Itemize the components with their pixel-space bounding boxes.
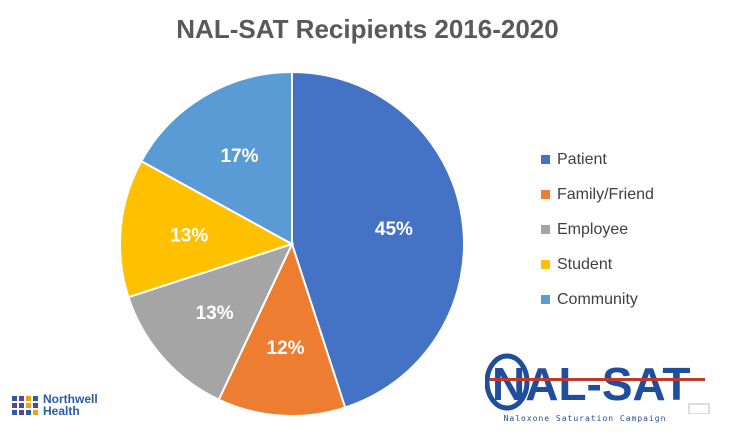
slice-label-patient: 45% [375,219,413,240]
legend-swatch [541,155,550,164]
northwell-logo-line1: Northwell [43,392,98,406]
legend-label: Student [557,255,613,273]
northwell-health-logo: Northwell Health [12,393,98,417]
pie-slice-patient [291,70,466,409]
slice-label-employee: 13% [196,303,234,324]
pie-slice-employee [127,242,294,401]
northwell-grid-icon [12,395,38,415]
legend-swatch [541,295,550,304]
slice-label-community: 17% [220,146,258,167]
legend-item-patient: Patient [541,142,654,177]
nal-sat-logo: NAL-SAT Naloxone Saturation Campaign [484,352,717,430]
legend-label: Patient [557,150,607,168]
legend-item-employee: Employee [541,212,654,247]
legend: Patient Family/Friend Employee Student Commu… [541,142,654,317]
svg-text:NAL-SAT: NAL-SAT [492,358,690,410]
legend-item-community: Community [541,282,654,317]
legend-swatch [541,225,550,234]
legend-label: Employee [557,220,629,238]
legend-label: Family/Friend [557,185,654,203]
legend-label: Community [557,290,638,308]
legend-swatch [541,190,550,199]
pie-slice-community [139,70,293,246]
legend-item-family-friend: Family/Friend [541,177,654,212]
northwell-logo-line2: Health [43,404,80,418]
legend-swatch [541,260,550,269]
legend-item-student: Student [541,247,654,282]
nal-sat-tagline: Naloxone Saturation Campaign [503,414,667,423]
nal-sat-wordmark-icon: NAL-SAT [484,353,710,415]
slice-label-student: 13% [170,225,208,246]
chart-title: NAL-SAT Recipients 2016-2020 [176,14,559,44]
slice-label-family-friend: 12% [267,338,305,359]
pie-slice-student [119,159,295,299]
pie-slice-family-friend [217,241,347,417]
